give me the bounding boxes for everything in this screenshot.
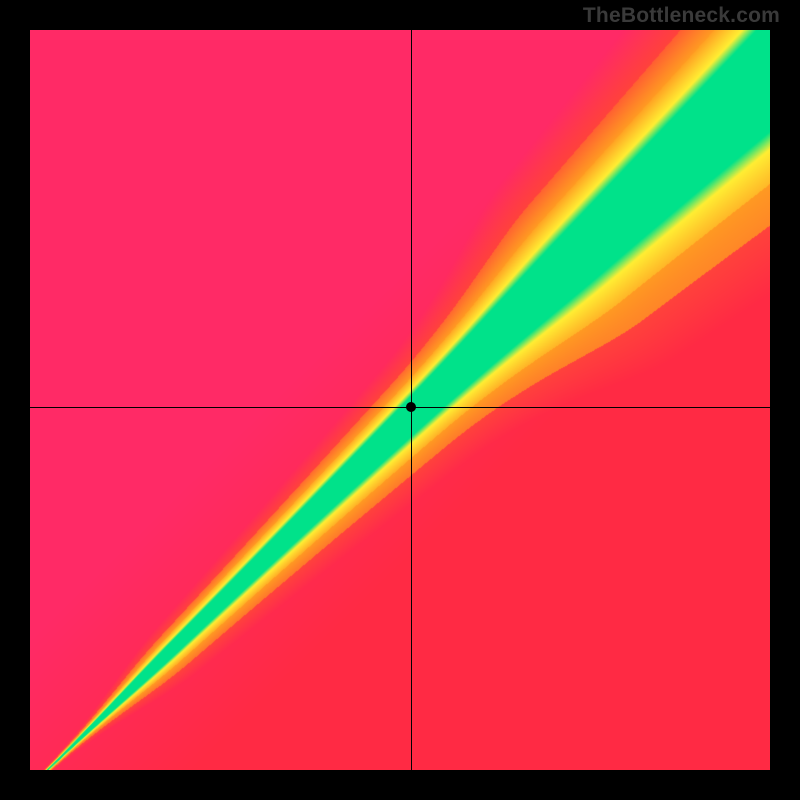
plot-frame [30, 30, 770, 770]
chart-container: TheBottleneck.com [0, 0, 800, 800]
crosshair-horizontal [30, 407, 770, 408]
watermark-text: TheBottleneck.com [583, 4, 780, 28]
bottleneck-heatmap [30, 30, 770, 770]
crosshair-marker [406, 402, 416, 412]
crosshair-vertical [411, 30, 412, 770]
